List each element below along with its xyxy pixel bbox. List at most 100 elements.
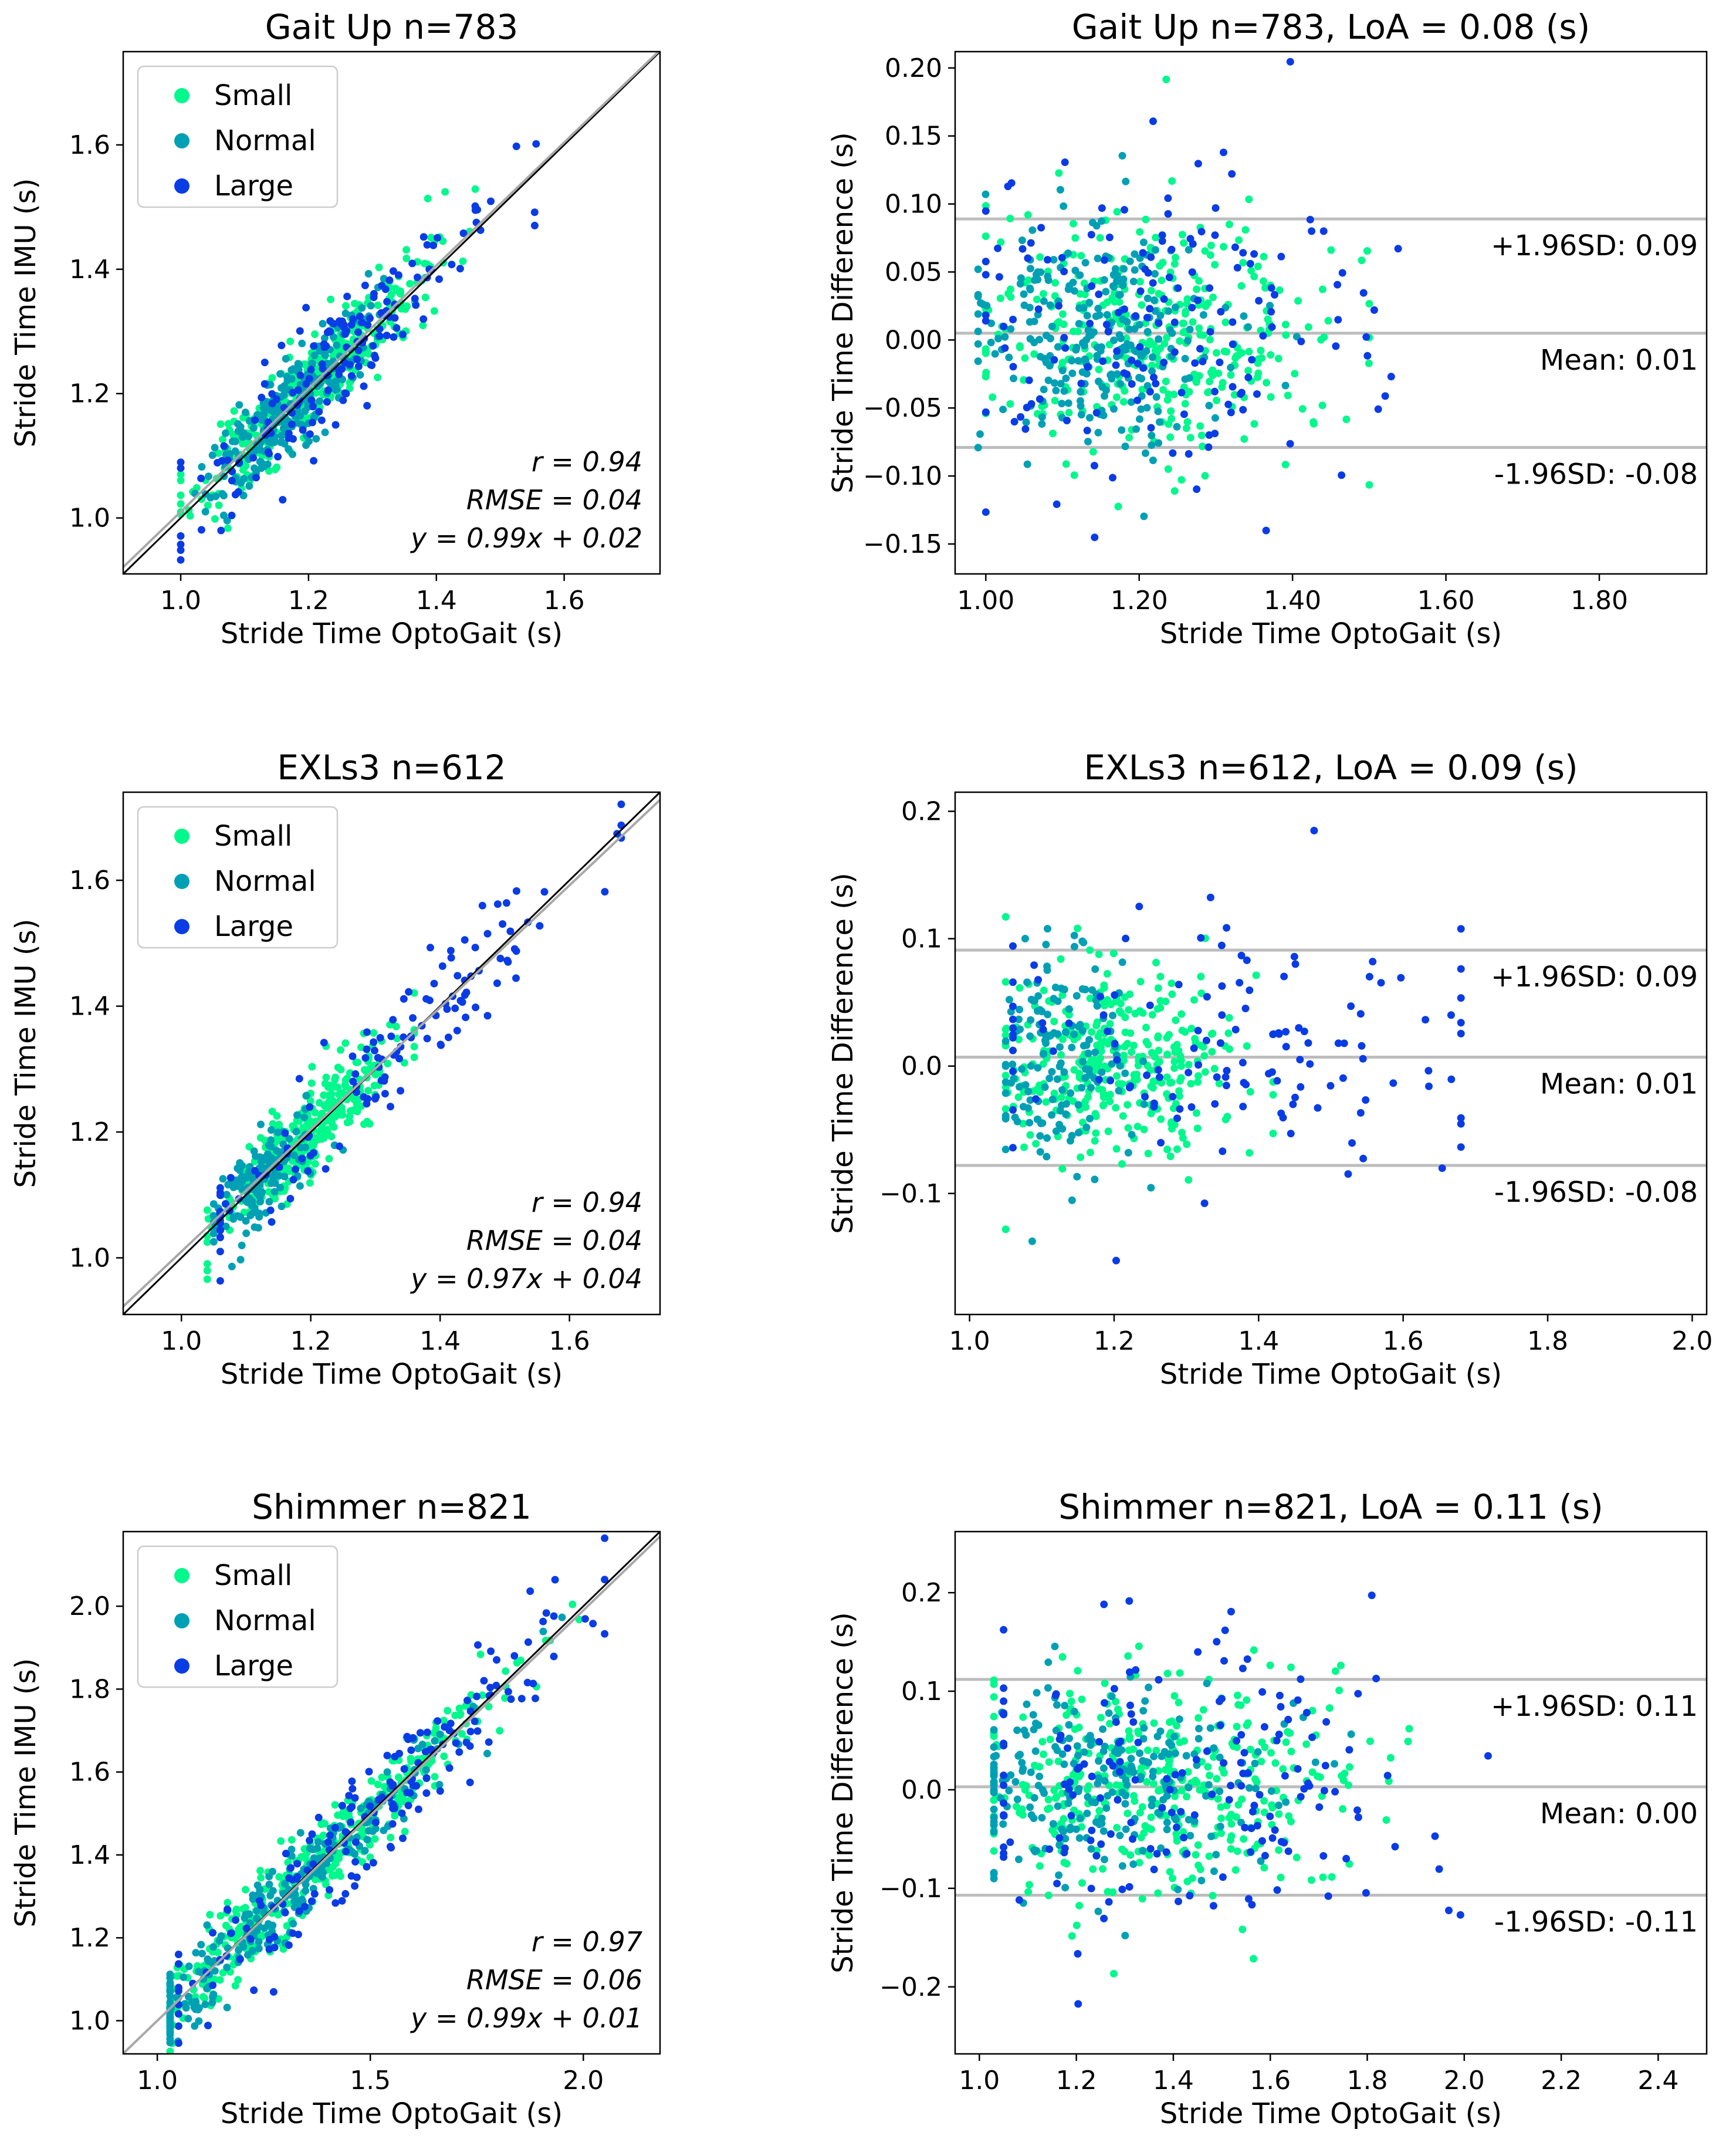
data-point: [1197, 989, 1206, 998]
data-point: [1148, 431, 1156, 440]
data-point: [177, 500, 185, 508]
y-tick-label: 1.2: [69, 1117, 110, 1147]
data-point: [1152, 1746, 1160, 1755]
data-point: [407, 1755, 415, 1763]
data-point: [1092, 408, 1101, 417]
data-point: [455, 1748, 463, 1756]
data-point: [287, 1836, 296, 1844]
data-point: [453, 1026, 461, 1035]
data-point: [982, 232, 990, 241]
data-point: [1020, 376, 1028, 384]
x-tick-label: 1.4: [419, 1326, 461, 1356]
data-point: [1037, 224, 1045, 232]
data-point: [1246, 1149, 1254, 1157]
data-point: [1126, 1701, 1134, 1709]
data-point: [1170, 260, 1179, 268]
data-point: [987, 339, 995, 347]
data-point: [1132, 1666, 1140, 1674]
data-point: [1094, 428, 1102, 437]
data-point: [1168, 1717, 1176, 1725]
data-point: [1231, 1866, 1240, 1874]
data-point: [1143, 313, 1151, 322]
y-axis-label: Stride Time IMU (s): [9, 919, 42, 1188]
y-axis-label: Stride Time Difference (s): [827, 873, 859, 1234]
data-point: [1068, 1932, 1076, 1940]
data-point: [1131, 250, 1139, 258]
data-point: [1290, 952, 1298, 961]
data-point: [532, 1694, 539, 1702]
data-point: [1166, 326, 1174, 334]
data-point: [1055, 1834, 1064, 1842]
data-point: [1445, 1907, 1453, 1914]
data-point: [296, 1143, 304, 1151]
data-point: [1149, 117, 1157, 126]
y-tick-label: 0.1: [901, 1677, 942, 1706]
data-point: [1075, 304, 1084, 312]
data-point: [1065, 1019, 1073, 1028]
legend-label-large: Large: [214, 1650, 293, 1682]
data-point: [1009, 942, 1017, 950]
data-point: [1129, 1718, 1138, 1726]
data-point: [478, 901, 486, 910]
data-point: [385, 276, 394, 284]
data-point: [236, 1213, 245, 1221]
data-point: [1026, 265, 1034, 273]
y-tick-label: 0.0: [901, 1775, 942, 1805]
data-point: [1294, 1765, 1302, 1773]
data-point: [1229, 340, 1237, 349]
data-point: [228, 1262, 236, 1270]
series-large: [1009, 826, 1465, 1265]
data-point: [1060, 1760, 1068, 1768]
data-point: [1115, 1080, 1123, 1088]
data-point: [1039, 1050, 1047, 1058]
data-point: [1075, 1785, 1083, 1793]
data-point: [266, 381, 275, 388]
data-point: [1050, 995, 1058, 1003]
data-point: [1334, 1039, 1342, 1047]
data-point: [1386, 1754, 1395, 1762]
data-point: [1291, 370, 1299, 378]
data-point: [419, 322, 427, 329]
data-point: [1088, 1056, 1096, 1064]
data-point: [999, 1820, 1007, 1828]
data-point: [1266, 1812, 1274, 1820]
data-point: [1168, 415, 1176, 423]
data-point: [174, 2022, 182, 2030]
data-point: [1102, 288, 1110, 296]
data-point: [322, 1165, 330, 1173]
data-point: [1347, 1730, 1355, 1738]
series-normal: [974, 151, 1301, 521]
data-point: [1044, 376, 1053, 384]
data-point: [1142, 1758, 1150, 1766]
data-point: [1084, 363, 1092, 371]
data-point: [221, 1200, 229, 1208]
data-point: [383, 1752, 391, 1760]
data-point: [312, 435, 320, 443]
data-point: [364, 321, 372, 329]
data-point: [1322, 1718, 1331, 1726]
data-point: [478, 1691, 486, 1699]
data-point: [1126, 1029, 1135, 1037]
data-point: [410, 1043, 418, 1050]
data-point: [974, 310, 982, 318]
data-point: [401, 1827, 409, 1836]
data-point: [1209, 1891, 1217, 1900]
data-point: [255, 1945, 263, 1952]
data-point: [990, 1743, 998, 1751]
data-point: [177, 556, 185, 564]
data-point: [1087, 1148, 1094, 1157]
legend-marker-normal: [174, 1613, 189, 1628]
data-point: [1136, 287, 1145, 295]
data-point: [1088, 1798, 1096, 1806]
data-point: [1100, 1914, 1108, 1922]
data-point: [275, 1172, 283, 1180]
data-point: [1193, 1124, 1202, 1133]
data-point: [216, 1976, 224, 1984]
data-point: [1026, 1032, 1034, 1040]
data-point: [1053, 1880, 1061, 1888]
data-point: [1250, 272, 1258, 280]
data-point: [1227, 1782, 1235, 1790]
data-point: [1248, 356, 1256, 364]
data-point: [1147, 1110, 1155, 1117]
data-point: [1183, 1140, 1191, 1148]
